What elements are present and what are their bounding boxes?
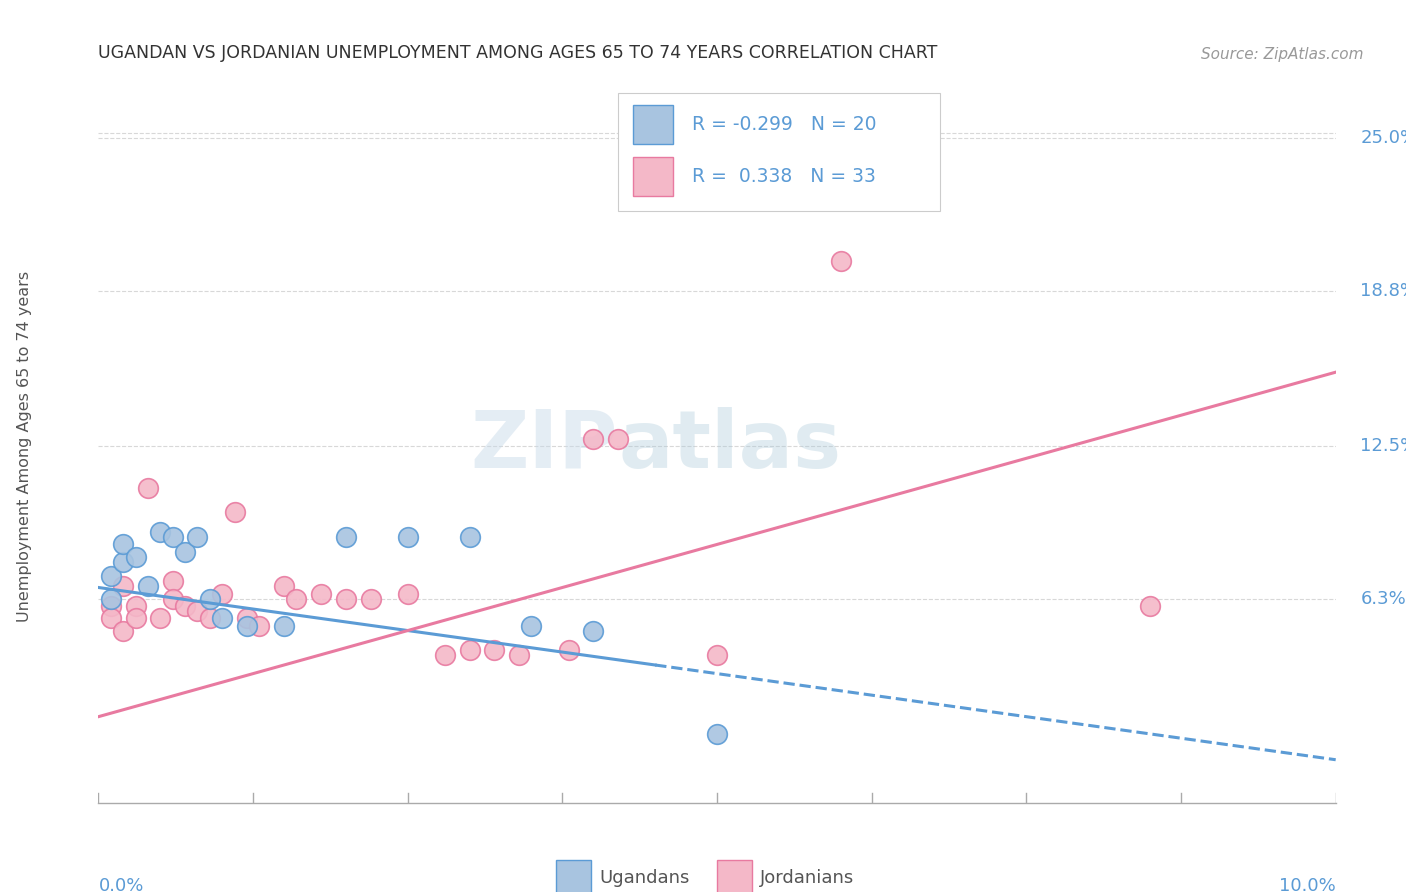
Point [508,648,530,662]
Bar [633,157,672,196]
Point [162,574,184,589]
Text: 12.5%: 12.5% [1361,437,1406,455]
Point [211,611,233,625]
Point [706,727,728,741]
Point [198,611,221,625]
Point [100,611,122,625]
Text: 6.3%: 6.3% [1361,590,1406,607]
Point [236,611,259,625]
Point [174,599,197,613]
Text: 10.0%: 10.0% [1279,877,1336,892]
Point [396,587,419,601]
Point [607,432,630,446]
Text: atlas: atlas [619,407,841,485]
Point [112,555,135,569]
Point [360,591,382,606]
Point [100,591,122,606]
Bar [633,105,672,145]
Point [162,591,184,606]
Point [273,579,295,593]
Point [706,648,728,662]
Point [186,530,208,544]
Point [162,530,184,544]
Point [236,618,259,632]
Text: Jordanians: Jordanians [761,869,855,887]
Point [174,545,197,559]
Point [433,648,456,662]
Point [520,618,543,632]
Point [100,569,122,583]
Point [309,587,332,601]
Point [186,604,208,618]
Point [458,643,481,657]
Text: Unemployment Among Ages 65 to 74 years: Unemployment Among Ages 65 to 74 years [17,270,32,622]
Text: 25.0%: 25.0% [1361,129,1406,147]
Point [198,591,221,606]
Point [112,624,135,638]
Point [484,643,506,657]
Point [124,599,146,613]
Point [335,591,357,606]
Point [124,611,146,625]
Text: ZIP: ZIP [471,407,619,485]
Text: Ugandans: Ugandans [599,869,690,887]
Point [211,587,233,601]
Point [1139,599,1161,613]
Point [247,618,270,632]
Bar [717,860,752,892]
Point [136,579,159,593]
Point [224,505,246,519]
Point [335,530,357,544]
Point [285,591,308,606]
Point [458,530,481,544]
Point [830,254,852,268]
Text: 0.0%: 0.0% [98,877,143,892]
Point [582,432,605,446]
Point [149,525,172,540]
Point [112,579,135,593]
Text: 18.8%: 18.8% [1361,282,1406,300]
Point [112,537,135,551]
Text: R = -0.299   N = 20: R = -0.299 N = 20 [692,115,877,134]
Text: UGANDAN VS JORDANIAN UNEMPLOYMENT AMONG AGES 65 TO 74 YEARS CORRELATION CHART: UGANDAN VS JORDANIAN UNEMPLOYMENT AMONG … [98,45,938,62]
Point [273,618,295,632]
FancyBboxPatch shape [619,93,939,211]
Point [136,481,159,495]
Text: Source: ZipAtlas.com: Source: ZipAtlas.com [1201,47,1364,62]
Point [124,549,146,564]
Point [396,530,419,544]
Point [557,643,579,657]
Point [100,599,122,613]
Point [582,624,605,638]
Bar [557,860,591,892]
Text: R =  0.338   N = 33: R = 0.338 N = 33 [692,167,876,186]
Point [149,611,172,625]
